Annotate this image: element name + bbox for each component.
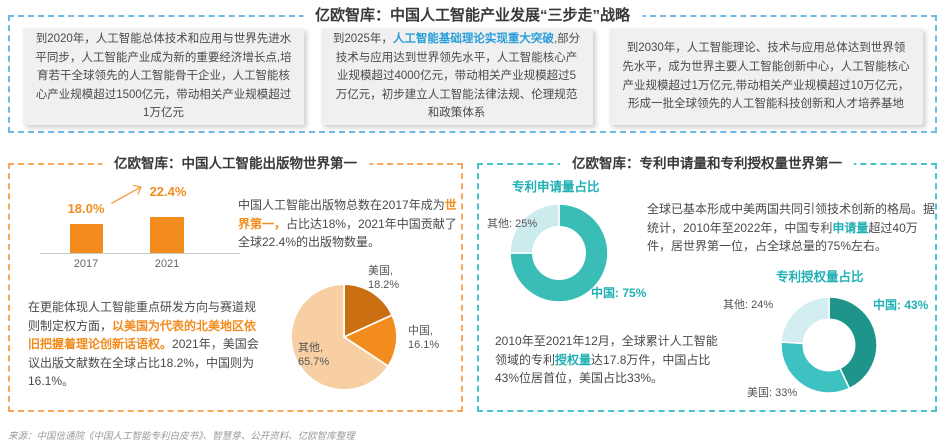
strategy-2025-box: 到2025年，人工智能基础理论实现重大突破,部分技术与应用达到世界领先水平，人工… xyxy=(320,28,593,125)
donut-label-others: 其他: 24% xyxy=(723,299,774,311)
publications-panel: 亿欧智库：中国人工智能出版物世界第一 18.0% 22.4% 2017 2021… xyxy=(8,152,463,412)
patents-summary-text: 全球已基本形成中美两国共同引领技术创新的格局。据统计，2010年至2022年，中… xyxy=(647,202,936,254)
bar-category-label: 2017 xyxy=(73,258,99,270)
patent-applications-donut-title: 专利申请量占比 xyxy=(512,180,600,194)
publications-panel-title: 亿欧智库：中国人工智能出版物世界第一 xyxy=(102,152,369,172)
strategy-2020-text: 到2020年，人工智能总体技术和应用与世界先进水平同步，人工智能产业成为新的重要… xyxy=(35,32,292,120)
highlight-text: 以美国为代表的北美地区依旧把握着理论创新话语权。 xyxy=(28,318,257,352)
strategy-2025-text: 到2025年，人工智能基础理论实现重大突破,部分技术与应用达到世界领先水平，人工… xyxy=(332,32,581,120)
bar-2021 xyxy=(150,217,184,253)
publications-pie-chart xyxy=(290,283,398,391)
bar-2017 xyxy=(70,224,103,253)
strategy-2030-box: 到2030年，人工智能理论、技术与应用总体达到世界领先水平，成为世界主要人工智能… xyxy=(609,28,923,125)
strategy-boxes-row: 到2020年，人工智能总体技术和应用与世界先进水平同步，人工智能产业成为新的重要… xyxy=(10,28,935,125)
bar-value-label: 22.4% xyxy=(149,184,187,199)
bar-value-label: 18.0% xyxy=(67,201,105,216)
strategy-2020-box: 到2020年，人工智能总体技术和应用与世界先进水平同步，人工智能产业成为新的重要… xyxy=(23,28,304,125)
patent-grants-donut-chart xyxy=(780,296,878,394)
patents-panel-title: 亿欧智库：专利申请量和专利授权量世界第一 xyxy=(560,152,854,172)
research-direction-text: 在更能体现人工智能重点研发方向与赛道规则制定权方面，以美国为代表的北美地区依旧把… xyxy=(28,300,259,389)
pie-label-china: 中国, 16.1% xyxy=(408,325,440,352)
pie-label-others: 其他, 65.7% xyxy=(298,342,330,369)
donut-label-china: 中国: 43% xyxy=(873,298,929,312)
highlight-text: 人工智能基础理论实现重大突破 xyxy=(392,32,554,45)
grants-summary-text: 2010年至2021年12月，全球累计人工智能领域的专利授权量达17.8万件，中… xyxy=(495,334,718,386)
highlight-text: 世界第一， xyxy=(238,198,457,231)
publications-bar-chart: 18.0% 22.4% 2017 2021 xyxy=(32,181,247,281)
bar-axis xyxy=(40,253,240,254)
highlight-text: 申请量 xyxy=(832,220,869,235)
source-note: 来源：中国信通院《中国人工智能专利白皮书》、智慧芽、公开资料、亿欧智库整理 xyxy=(8,431,355,442)
trend-arrow-icon xyxy=(111,184,142,204)
three-step-strategy-panel: 亿欧智库：中国人工智能产业发展“三步走”战略 到2020年，人工智能总体技术和应… xyxy=(8,4,937,133)
patents-panel: 亿欧智库：专利申请量和专利授权量世界第一 专利申请量占比 其他: 25% 中国:… xyxy=(477,152,937,412)
donut-label-china: 中国: 75% xyxy=(591,286,647,300)
top-panel-title: 亿欧智库：中国人工智能产业发展“三步走”战略 xyxy=(302,4,643,25)
publications-summary-text: 中国人工智能出版物总数在2017年成为世界第一，占比达18%，2021年中国贡献… xyxy=(238,198,457,250)
donut-label-others: 其他: 25% xyxy=(487,218,538,230)
pie-label-us: 美国, 18.2% xyxy=(368,265,400,292)
patent-grants-donut-title: 专利授权量占比 xyxy=(776,270,864,284)
donut-label-us: 美国: 33% xyxy=(747,387,798,399)
highlight-text: 授权量 xyxy=(555,352,592,367)
strategy-2030-text: 到2030年，人工智能理论、技术与应用总体达到世界领先水平，成为世界主要人工智能… xyxy=(622,42,910,111)
bar-category-label: 2021 xyxy=(154,258,180,270)
patent-applications-donut-chart xyxy=(509,203,609,303)
